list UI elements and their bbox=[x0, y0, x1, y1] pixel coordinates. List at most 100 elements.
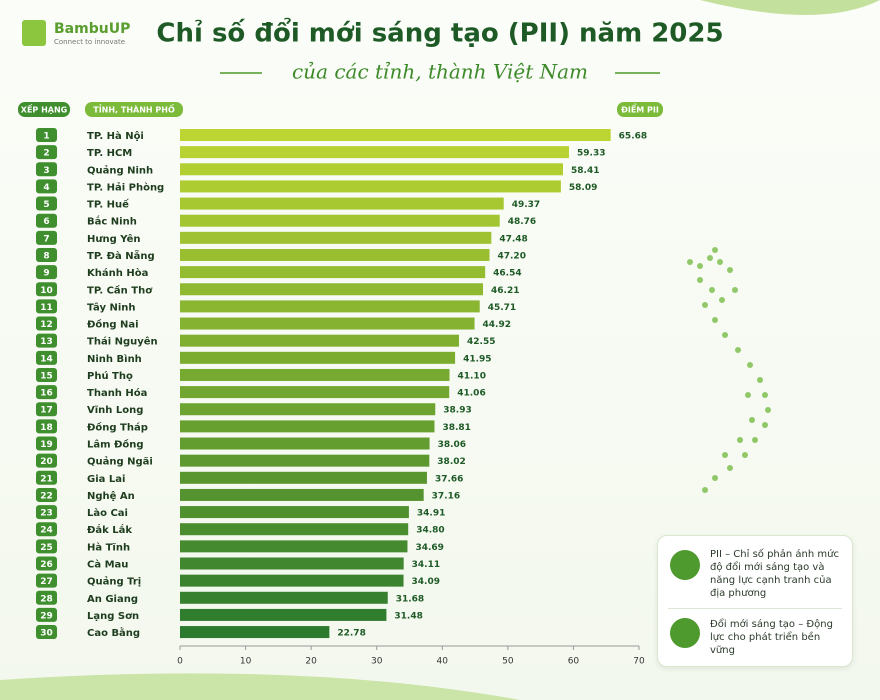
rank-label: 9 bbox=[43, 269, 49, 279]
value-label: 41.10 bbox=[457, 371, 485, 381]
value-label: 38.81 bbox=[442, 423, 470, 433]
value-label: 48.76 bbox=[508, 217, 536, 227]
rank-badge bbox=[36, 625, 57, 640]
y-tick-label: Đắk Lắk bbox=[87, 523, 132, 536]
rank-label: 19 bbox=[40, 440, 53, 450]
rank-label: 8 bbox=[43, 251, 49, 261]
bar bbox=[180, 626, 330, 639]
value-label: 22.78 bbox=[337, 629, 365, 639]
value-label: 34.80 bbox=[416, 526, 444, 536]
chart-subtitle: của các tỉnh, thành Việt Nam bbox=[292, 60, 588, 84]
divider bbox=[668, 608, 842, 609]
rank-label: 6 bbox=[43, 217, 49, 227]
value-label: 38.06 bbox=[438, 440, 466, 450]
rank-badge bbox=[36, 385, 57, 400]
bar bbox=[180, 266, 486, 279]
rank-badge bbox=[36, 436, 57, 451]
rank-label: 11 bbox=[40, 303, 53, 313]
value-label: 45.71 bbox=[488, 303, 516, 313]
y-tick-label: TP. Hà Nội bbox=[87, 130, 144, 142]
rank-label: 15 bbox=[40, 371, 53, 381]
info-text: Đổi mới sáng tạo – Động lực cho phát tri… bbox=[710, 619, 833, 656]
value-header: ĐIỂM PII bbox=[621, 103, 659, 115]
bar bbox=[180, 129, 611, 141]
bar bbox=[180, 197, 504, 210]
y-tick-label: Gia Lai bbox=[87, 474, 125, 485]
rank-badge bbox=[36, 333, 57, 348]
y-tick-label: TP. Cần Thơ bbox=[87, 284, 153, 296]
rank-badge bbox=[36, 556, 57, 571]
y-tick-label: TP. HCM bbox=[87, 148, 132, 159]
rank-label: 27 bbox=[40, 577, 53, 587]
bar bbox=[180, 163, 564, 176]
y-tick-label: Quảng Ngãi bbox=[87, 456, 153, 468]
value-label: 46.54 bbox=[493, 269, 521, 279]
bar bbox=[180, 471, 427, 484]
category-header: TỈNH, THÀNH PHỐ bbox=[93, 103, 175, 115]
rank-label: 5 bbox=[43, 200, 49, 210]
rank-label: 18 bbox=[40, 423, 53, 433]
header-pill bbox=[617, 102, 663, 117]
x-tick-label: 60 bbox=[568, 657, 580, 667]
bar bbox=[180, 283, 484, 296]
rank-label: 23 bbox=[40, 509, 53, 519]
value-label: 34.91 bbox=[417, 509, 445, 519]
bar bbox=[180, 608, 387, 621]
rank-label: 17 bbox=[40, 406, 53, 416]
x-tick-label: 10 bbox=[240, 657, 252, 667]
bar bbox=[180, 248, 490, 261]
value-label: 42.55 bbox=[467, 337, 495, 347]
rank-badge bbox=[36, 230, 57, 245]
y-tick-label: Lâm Đồng bbox=[87, 438, 144, 451]
y-tick-label: Đồng Tháp bbox=[87, 420, 148, 433]
value-label: 31.48 bbox=[394, 611, 422, 621]
rank-badge bbox=[36, 607, 57, 622]
bar bbox=[180, 488, 424, 501]
value-label: 34.11 bbox=[412, 560, 440, 570]
value-label: 49.37 bbox=[512, 200, 540, 210]
y-tick-label: Hưng Yên bbox=[87, 233, 140, 245]
rank-badge bbox=[36, 316, 57, 331]
y-tick-label: TP. Huế bbox=[87, 198, 129, 211]
y-tick-label: Ninh Bình bbox=[87, 353, 142, 365]
x-tick-label: 50 bbox=[502, 657, 514, 667]
rank-badge bbox=[36, 573, 57, 588]
rank-label: 28 bbox=[40, 594, 53, 604]
y-tick-label: Lạng Sơn bbox=[87, 611, 139, 622]
decoration bbox=[700, 0, 880, 15]
rank-label: 30 bbox=[40, 629, 53, 639]
rank-badge bbox=[36, 487, 57, 502]
icon bbox=[670, 550, 700, 580]
bar bbox=[180, 591, 388, 604]
value-label: 38.02 bbox=[437, 457, 465, 467]
rank-badge bbox=[36, 367, 57, 382]
rank-label: 3 bbox=[43, 166, 49, 176]
bar bbox=[180, 300, 480, 313]
value-label: 47.20 bbox=[497, 251, 525, 261]
header-pill bbox=[18, 102, 70, 117]
rank-badge bbox=[36, 419, 57, 434]
rank-label: 22 bbox=[40, 491, 53, 501]
bar bbox=[180, 437, 430, 450]
y-tick-label: Lào Cai bbox=[87, 507, 128, 519]
y-tick-label: Thanh Hóa bbox=[87, 387, 147, 399]
bar bbox=[180, 574, 404, 587]
rank-badge bbox=[36, 128, 57, 142]
y-tick-label: Hà Tĩnh bbox=[87, 541, 130, 553]
rank-badge bbox=[36, 453, 57, 468]
y-tick-label: TP. Hải Phòng bbox=[87, 181, 164, 193]
rank-label: 26 bbox=[40, 560, 53, 570]
x-tick-label: 40 bbox=[437, 657, 449, 667]
decoration bbox=[0, 673, 520, 700]
bar bbox=[180, 420, 435, 433]
rank-label: 1 bbox=[43, 132, 49, 142]
logo-name: BambuUP bbox=[54, 21, 130, 37]
value-label: 59.33 bbox=[577, 149, 605, 159]
value-label: 34.69 bbox=[415, 543, 443, 553]
rank-label: 21 bbox=[40, 474, 53, 484]
y-tick-label: Vĩnh Long bbox=[87, 405, 143, 416]
y-tick-label: Đồng Nai bbox=[87, 318, 139, 331]
bar bbox=[180, 231, 492, 244]
